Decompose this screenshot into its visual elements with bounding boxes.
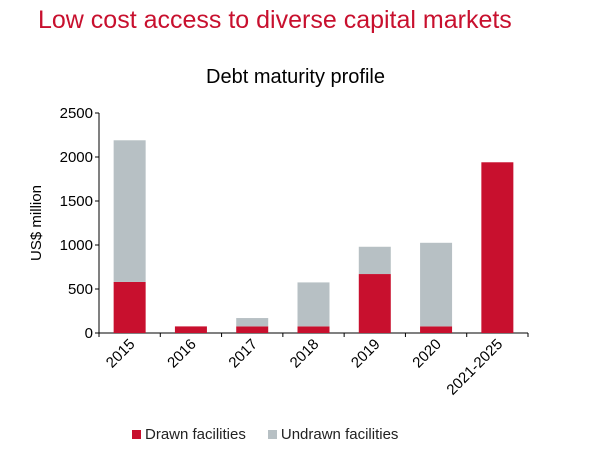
- bar-undrawn-2018: [297, 282, 330, 327]
- x-tick-label-2021-2025: 2021-2025: [443, 336, 506, 399]
- bar-undrawn-2019: [358, 246, 391, 275]
- bar-drawn-2017: [236, 326, 269, 333]
- bar-drawn-2021-2025: [481, 162, 514, 333]
- bar-drawn-2018: [297, 326, 330, 333]
- legend-swatch-drawn: [132, 430, 141, 439]
- x-tick-label-2016: 2016: [164, 336, 200, 372]
- y-tick-label-2500: 2500: [60, 105, 93, 122]
- y-tick-label-1000: 1000: [60, 237, 93, 254]
- bar-undrawn-2017: [236, 318, 269, 327]
- legend-item-drawn: Drawn facilities: [132, 426, 246, 443]
- bar-drawn-2015: [113, 281, 146, 333]
- bar-drawn-2020: [420, 326, 453, 333]
- x-tick-label-2015: 2015: [103, 336, 139, 372]
- x-tick-label-2017: 2017: [225, 336, 261, 372]
- legend-label-undrawn: Undrawn facilities: [280, 426, 399, 443]
- slide-title: Low cost access to diverse capital marke…: [38, 6, 512, 34]
- y-tick-label-1500: 1500: [60, 193, 93, 210]
- bar-drawn-2016: [174, 326, 207, 333]
- bar-undrawn-2020: [420, 242, 453, 327]
- y-tick-label-500: 500: [68, 281, 93, 298]
- chart-legend: Drawn facilities Undrawn facilities: [132, 426, 398, 443]
- x-tick-label-2019: 2019: [348, 336, 384, 372]
- legend-label-drawn: Drawn facilities: [145, 426, 246, 443]
- legend-item-undrawn: Undrawn facilities: [267, 426, 399, 443]
- legend-swatch-undrawn: [267, 430, 277, 439]
- bar-undrawn-2015: [113, 140, 146, 282]
- y-tick-label-0: 0: [85, 325, 93, 342]
- y-tick-label-2000: 2000: [60, 149, 93, 166]
- y-axis-label: US$ million: [28, 185, 45, 261]
- x-tick-label-2020: 2020: [409, 336, 445, 372]
- x-tick-label-2018: 2018: [287, 336, 323, 372]
- chart-title: Debt maturity profile: [206, 66, 385, 88]
- bar-drawn-2019: [358, 274, 391, 333]
- debt-maturity-chart: 0 500 1000 1500 2000 2500 US$ million 2015 2016 2…: [28, 105, 529, 399]
